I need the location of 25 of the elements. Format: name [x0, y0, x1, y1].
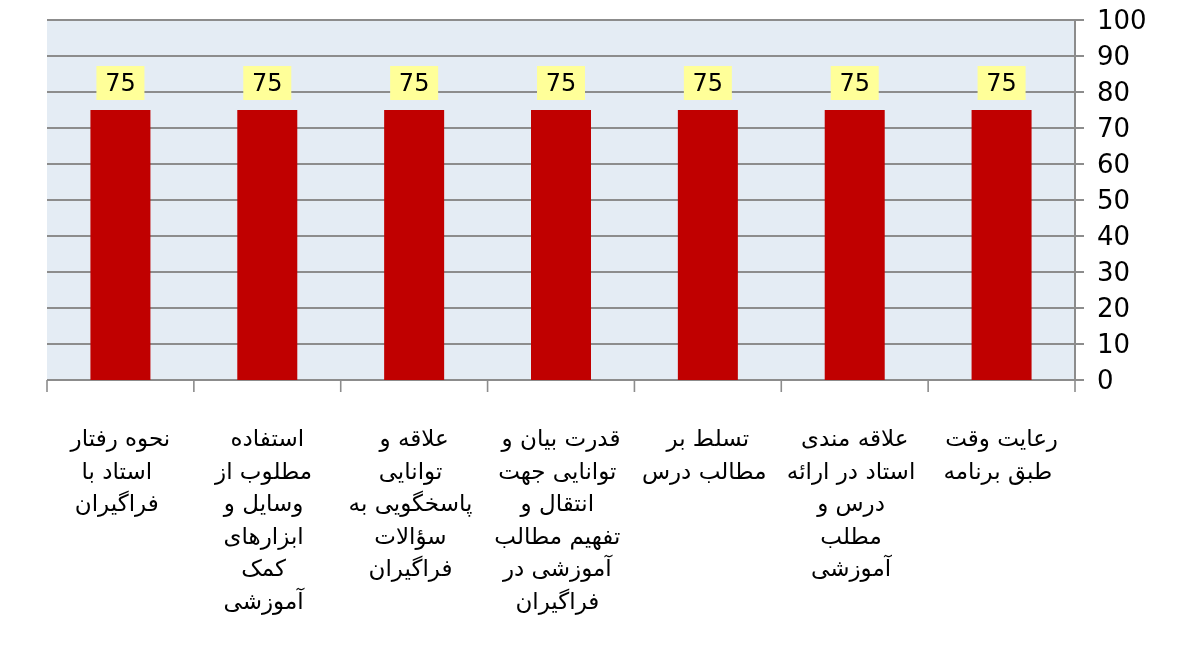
x-tick-label: استفاده مطلوب از وسایل و ابزارهای کمک آموزشی	[215, 425, 313, 614]
data-label: 75	[839, 69, 870, 97]
x-tick-label: علاقه و توانایی پاسخگویی به سؤالات فراگیران	[348, 425, 473, 581]
y-tick-label: 30	[1097, 257, 1131, 287]
y-tick-label: 40	[1097, 221, 1131, 251]
y-tick-label: 10	[1097, 329, 1131, 359]
data-label: 75	[545, 69, 577, 97]
y-tick-label: 100	[1097, 5, 1147, 35]
x-tick-label: نحوه رفتار استاد با فراگیران	[70, 425, 171, 516]
y-tick-label: 50	[1097, 185, 1131, 215]
y-tick-label: 70	[1097, 113, 1131, 143]
x-tick-label: قدرت بیان و توانایی جهت انتقال و تفهیم مطالب آموزشی در فراگیران	[494, 425, 621, 614]
data-label: 75	[692, 69, 724, 97]
y-tick-label: 90	[1097, 41, 1131, 71]
data-label: 75	[105, 69, 136, 97]
y-tick-label: 20	[1097, 293, 1131, 323]
x-tick-label: تسلط بر مطالب درس	[641, 425, 767, 484]
x-tick-label: رعایت وقت طبق برنامه	[943, 425, 1058, 484]
y-tick-label: 80	[1097, 77, 1131, 107]
data-label: 75	[986, 69, 1017, 97]
y-tick-label: 60	[1097, 149, 1131, 179]
data-label: 75	[252, 69, 283, 97]
y-tick-label: 0	[1097, 365, 1114, 395]
x-tick-label: علاقه مندی استاد در ارائه درس و مطلب آموزشی	[786, 425, 916, 581]
data-label: 75	[398, 69, 430, 97]
